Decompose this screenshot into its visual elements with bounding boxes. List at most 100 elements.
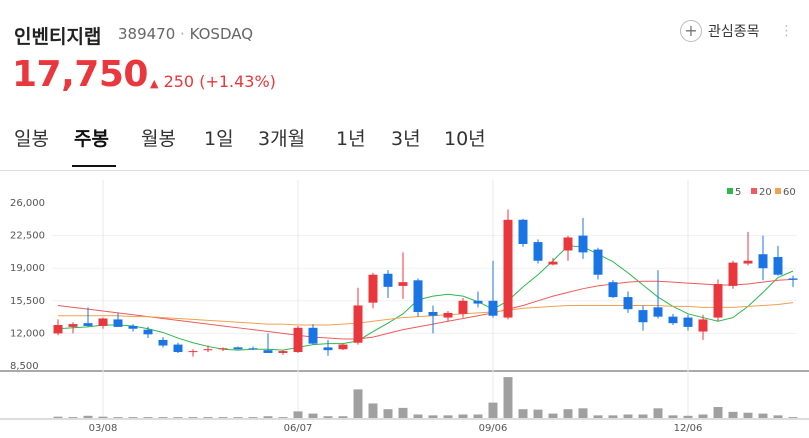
x-tick-label: 09/06 (479, 423, 508, 434)
moving-average (57, 278, 794, 340)
candle-body (758, 254, 768, 269)
candle-body (248, 348, 258, 350)
moving-average (57, 245, 794, 351)
candle-body (308, 327, 318, 344)
candle-body (608, 282, 618, 298)
candle-body (218, 348, 228, 350)
candle-body (293, 327, 303, 353)
volume-bar (593, 415, 603, 418)
volume-bar (773, 415, 783, 418)
candle-body (443, 312, 453, 318)
watch-button[interactable]: + 관심종목 ⋮ (680, 20, 794, 42)
legend-label: 60 (783, 187, 796, 198)
tab[interactable]: 3개월 (258, 128, 306, 150)
tab[interactable]: 일봉 (14, 128, 49, 150)
candle-body (113, 319, 123, 327)
volume-bar (143, 417, 153, 418)
candle-body (413, 280, 423, 312)
x-tick-label: 12/06 (674, 423, 703, 434)
volume-bar (683, 415, 693, 418)
volume-bar (458, 414, 468, 418)
candle-body (548, 261, 558, 265)
candle-body (533, 242, 543, 261)
y-tick-label: 15,500 (10, 296, 45, 307)
candle-body (278, 351, 288, 353)
candle-body (143, 329, 153, 335)
volume-bar (638, 414, 648, 418)
volume-bar (518, 409, 528, 418)
volume-bar (263, 416, 273, 418)
volume-bar (563, 409, 573, 418)
tab[interactable]: 1일 (204, 128, 234, 150)
candle-body (653, 307, 663, 317)
volume-bar (98, 416, 108, 418)
candle-body (203, 349, 213, 351)
candle-body (368, 274, 378, 303)
volume-bar (323, 416, 333, 418)
y-tick-label: 8,500 (10, 361, 39, 372)
tab[interactable]: 주봉 (74, 128, 109, 150)
tab[interactable]: 1년 (336, 128, 366, 150)
stock-meta: 389470 · KOSDAQ (118, 25, 254, 43)
tab[interactable]: 10년 (444, 128, 486, 150)
tab-underline (72, 165, 116, 167)
candle-body (158, 339, 168, 346)
legend-swatch (727, 188, 733, 194)
price: 17,750 (12, 54, 148, 95)
volume-bar (548, 413, 558, 418)
tab-bar: 일봉 주봉 월봉 1일 3개월 1년 3년 10년 (0, 120, 809, 171)
candle-body (488, 300, 498, 316)
candle-body (83, 323, 93, 326)
candle-body (428, 311, 438, 316)
candle-body (578, 235, 588, 253)
tab[interactable]: 3년 (391, 128, 421, 150)
candle-body (743, 260, 753, 264)
candle-body (128, 325, 138, 329)
volume-bar (743, 412, 753, 418)
candle-body (458, 300, 468, 314)
volume-bar (398, 407, 408, 418)
volume-bar (428, 415, 438, 418)
stock-name: 인벤티지랩 (14, 26, 102, 48)
candle-body (668, 316, 678, 324)
candle-body (503, 219, 513, 318)
candle-body (98, 318, 108, 326)
change-pct: (+1.43%) (199, 72, 276, 91)
volume-bar (578, 408, 588, 418)
change: ▲ 250 (+1.43%) (150, 72, 276, 91)
volume-bar (623, 414, 633, 418)
volume-bar (128, 417, 138, 418)
candle-body (53, 325, 63, 334)
candle-body (773, 257, 783, 275)
volume-bar (353, 389, 363, 418)
volume-bar (473, 414, 483, 418)
volume-bar (533, 409, 543, 418)
change-value: 250 (163, 72, 195, 91)
volume-bar (698, 414, 708, 418)
volume-bar (503, 377, 513, 418)
volume-bar (728, 411, 738, 418)
candle-body (383, 273, 393, 287)
candle-body (788, 278, 798, 280)
legend-swatch (751, 188, 757, 194)
volume-bar (173, 417, 183, 418)
y-tick-label: 26,000 (10, 198, 45, 209)
volume-bar (788, 417, 798, 418)
candle-body (398, 282, 408, 286)
legend-swatch (775, 188, 781, 194)
volume-bar (338, 416, 348, 418)
candle-body (338, 344, 348, 350)
y-tick-label: 12,000 (10, 328, 45, 339)
volume-bar (248, 417, 258, 418)
tab[interactable]: 월봉 (141, 128, 176, 150)
volume-bar (713, 407, 723, 418)
candle-body (233, 347, 243, 350)
candle-body (638, 310, 648, 323)
volume-bar (758, 413, 768, 418)
moving-average (58, 302, 794, 326)
x-tick-label: 06/07 (284, 423, 313, 434)
volume-bar (53, 416, 63, 418)
volume-bar (668, 415, 678, 418)
volume-bar (83, 415, 93, 418)
